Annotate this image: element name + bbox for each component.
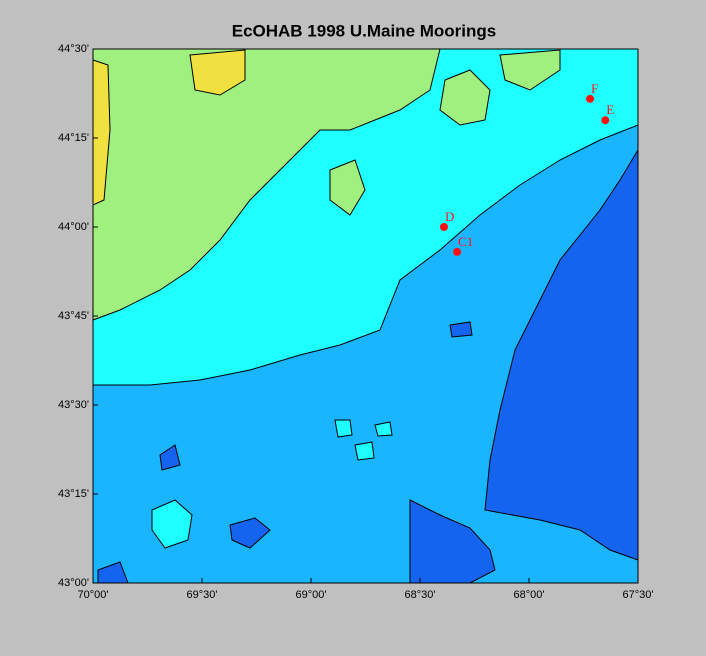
x-tick-label: 70°00' bbox=[78, 589, 109, 601]
y-tick-label: 43°45' bbox=[58, 310, 89, 322]
depth-zone bbox=[484, 148, 639, 561]
x-tick-label: 68°30' bbox=[405, 589, 436, 601]
mooring bbox=[439, 223, 448, 231]
y-tick-label: 43°15' bbox=[58, 488, 89, 500]
y-tick-label: 43°30' bbox=[58, 399, 89, 411]
y-tick-label: 43°00' bbox=[58, 577, 89, 589]
island bbox=[439, 69, 491, 126]
mooring-label: C1 bbox=[458, 234, 473, 249]
mooring bbox=[586, 94, 595, 103]
depth-zone bbox=[229, 517, 271, 549]
mooring-label: F bbox=[591, 81, 598, 96]
x-tick-label: 67°30' bbox=[623, 589, 654, 601]
shoal bbox=[354, 441, 375, 461]
mooring-label: E bbox=[606, 102, 614, 117]
y-tick-label: 44°15' bbox=[58, 132, 89, 144]
y-tick-label: 44°30' bbox=[58, 43, 89, 55]
mooring bbox=[601, 116, 610, 125]
island bbox=[329, 159, 366, 216]
shoal bbox=[374, 421, 393, 437]
land-high bbox=[189, 49, 246, 96]
shoal bbox=[334, 419, 353, 438]
x-tick-label: 69°30' bbox=[187, 589, 218, 601]
map-title: EcOHAB 1998 U.Maine Moorings bbox=[232, 21, 497, 40]
island bbox=[499, 49, 561, 91]
mooring bbox=[453, 247, 462, 256]
shoal bbox=[151, 499, 193, 549]
land-zone bbox=[92, 48, 441, 321]
x-tick-label: 69°00' bbox=[296, 589, 327, 601]
depth-zone bbox=[159, 444, 181, 471]
depth-zone bbox=[449, 321, 473, 338]
x-tick-label: 68°00' bbox=[514, 589, 545, 601]
contour-layers bbox=[92, 48, 639, 584]
y-tick-label: 44°00' bbox=[58, 221, 89, 233]
mooring-label: D bbox=[445, 209, 454, 224]
